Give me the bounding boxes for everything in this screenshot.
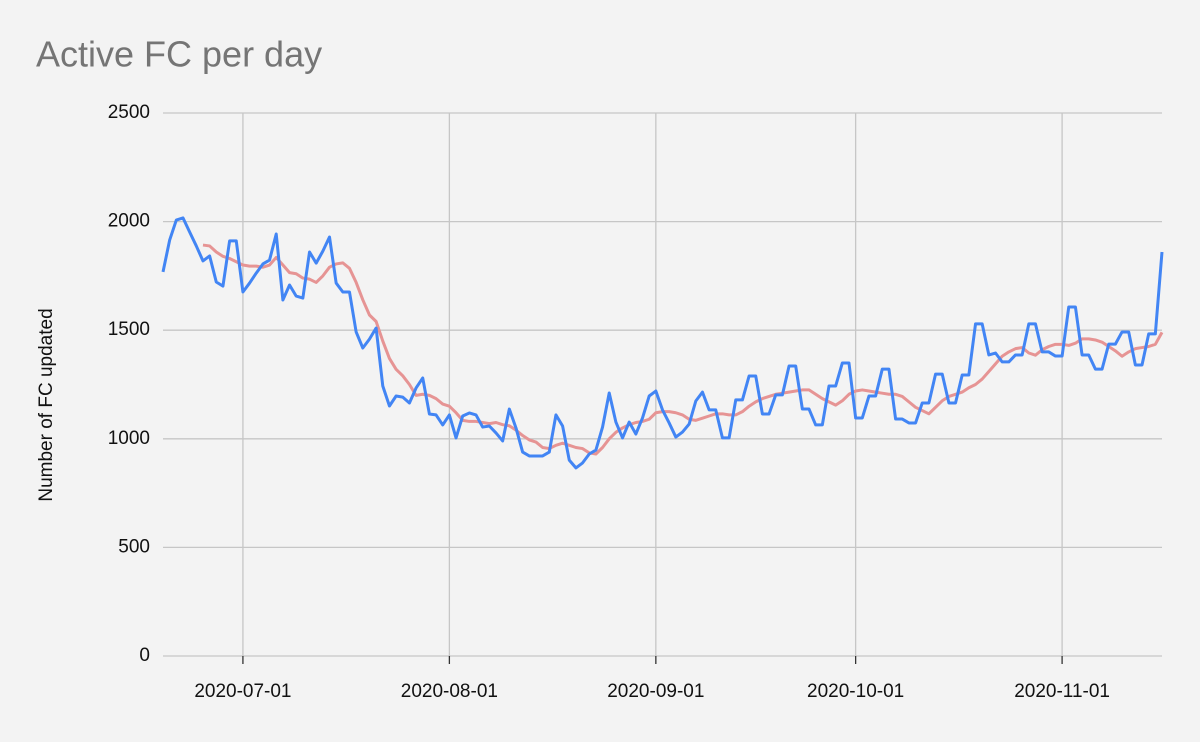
x-tick-label: 2020-08-01 [401,681,498,702]
x-tick-label: 2020-11-01 [1014,681,1110,702]
x-tick-label: 2020-09-01 [607,681,704,702]
y-tick-label: 2500 [108,102,150,123]
y-tick-label: 500 [118,536,150,557]
y-tick-label: 1000 [108,428,150,449]
data-line [202,243,1164,456]
y-tick-label: 0 [139,645,150,666]
y-tick-label: 1500 [108,319,150,340]
chart-title: Active FC per day [36,34,322,75]
x-tick-label: 2020-10-01 [807,681,904,702]
x-tick-label: 2020-07-01 [194,681,291,702]
y-tick-label: 2000 [108,211,150,232]
data-line [161,216,1164,470]
y-axis-label: Number of FC updated [36,308,57,501]
